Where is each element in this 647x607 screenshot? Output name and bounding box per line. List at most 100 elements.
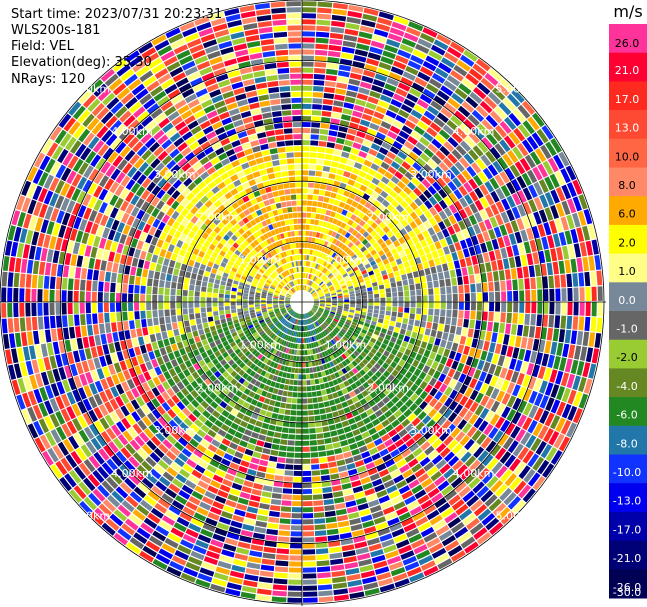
velocity-gate [521,139,534,154]
velocity-gate [387,464,399,473]
velocity-gate [40,219,49,234]
velocity-gate [102,499,117,513]
velocity-gate [415,172,425,182]
velocity-gate [33,201,43,217]
velocity-gate [308,287,312,292]
velocity-gate [416,157,426,167]
velocity-gate [366,266,373,273]
velocity-gate [134,346,142,356]
velocity-gate [517,386,527,399]
velocity-gate [114,184,125,197]
velocity-gate [386,302,392,307]
velocity-gate [377,527,391,537]
velocity-gate [248,463,259,471]
velocity-gate [380,297,386,302]
velocity-gate [126,542,141,555]
velocity-gate [214,247,221,254]
velocity-gate [463,118,476,131]
velocity-gate [201,286,207,292]
velocity-gate [274,566,289,573]
velocity-gate [267,321,273,327]
velocity-gate [387,166,397,175]
velocity-gate [176,401,186,411]
velocity-gate [358,278,364,284]
velocity-gate [227,321,234,326]
velocity-gate [282,494,292,500]
velocity-gate [348,288,354,292]
velocity-gate [417,411,427,421]
velocity-gate [367,312,373,317]
velocity-gate [75,143,87,158]
velocity-gate [74,267,82,279]
velocity-gate [317,201,323,208]
velocity-gate [363,456,373,465]
velocity-gate [97,292,103,302]
velocity-gate [375,326,382,332]
velocity-gate [358,361,366,369]
velocity-gate [237,541,251,549]
velocity-gate [167,217,176,227]
velocity-gate [346,159,356,167]
velocity-gate [404,495,417,506]
velocity-gate [335,357,341,364]
velocity-gate [353,341,360,347]
velocity-gate [250,431,260,439]
velocity-gate [302,458,311,464]
velocity-gate [428,78,442,89]
velocity-gate [397,109,410,119]
velocity-gate [284,286,289,291]
velocity-gate [389,320,396,327]
velocity-gate [533,196,543,211]
velocity-gate [315,335,319,341]
velocity-gate [404,171,414,181]
velocity-gate [69,469,82,484]
velocity-gate [140,201,150,212]
velocity-gate [347,84,359,92]
velocity-gate [351,360,358,367]
velocity-gate [212,302,218,307]
velocity-gate [473,369,482,380]
velocity-gate [357,503,369,511]
velocity-gate [464,293,470,302]
velocity-gate [459,258,467,268]
velocity-gate [413,227,422,236]
velocity-gate [302,279,305,284]
velocity-gate [319,305,325,308]
velocity-gate [289,379,294,385]
velocity-gate [122,245,130,256]
velocity-gate [480,272,487,283]
velocity-gate [318,326,323,332]
velocity-gate [61,353,69,366]
velocity-gate [49,126,62,141]
velocity-gate [77,176,88,190]
velocity-gate [270,449,279,456]
velocity-gate [370,278,377,283]
velocity-gate [258,434,267,441]
velocity-gate [207,485,219,495]
velocity-gate [226,282,232,287]
velocity-gate [201,339,209,346]
velocity-gate [38,402,49,417]
velocity-gate [304,350,308,356]
velocity-gate [192,409,201,418]
velocity-gate [382,323,389,330]
velocity-gate [499,120,512,134]
velocity-gate [131,356,139,367]
velocity-gate [320,299,325,301]
velocity-gate [177,544,192,555]
velocity-gate [472,145,484,157]
velocity-gate [459,435,471,447]
velocity-gate [126,378,136,390]
velocity-gate [362,338,369,344]
velocity-gate [355,232,362,239]
velocity-gate [404,561,420,572]
velocity-gate [355,307,361,312]
velocity-gate [129,320,135,330]
velocity-gate [502,153,514,167]
velocity-gate [311,110,322,116]
velocity-gate [77,109,91,124]
velocity-gate [481,119,494,132]
velocity-gate [312,250,316,256]
velocity-gate [186,265,193,273]
velocity-gate [282,390,288,397]
